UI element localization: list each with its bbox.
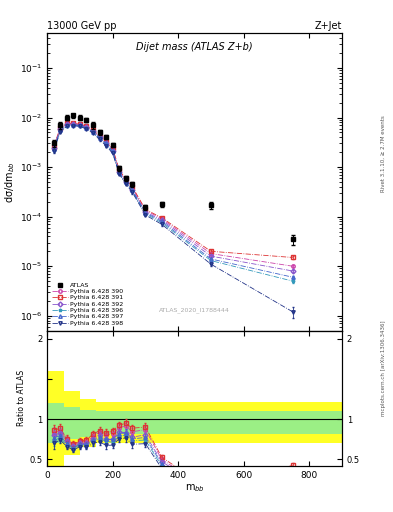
Text: Z+Jet: Z+Jet bbox=[314, 21, 342, 31]
Text: Rivet 3.1.10, ≥ 2.7M events: Rivet 3.1.10, ≥ 2.7M events bbox=[381, 115, 386, 192]
Text: Dijet mass (ATLAS Z+b): Dijet mass (ATLAS Z+b) bbox=[136, 42, 253, 52]
Text: ATLAS_2020_I1788444: ATLAS_2020_I1788444 bbox=[159, 307, 230, 313]
Text: 13000 GeV pp: 13000 GeV pp bbox=[47, 21, 117, 31]
Legend: ATLAS, Pythia 6.428 390, Pythia 6.428 391, Pythia 6.428 392, Pythia 6.428 396, P: ATLAS, Pythia 6.428 390, Pythia 6.428 39… bbox=[50, 281, 125, 328]
X-axis label: m$_{bb}$: m$_{bb}$ bbox=[185, 482, 204, 495]
Text: mcplots.cern.ch [arXiv:1306.3436]: mcplots.cern.ch [arXiv:1306.3436] bbox=[381, 321, 386, 416]
Y-axis label: Ratio to ATLAS: Ratio to ATLAS bbox=[17, 370, 26, 426]
Y-axis label: dσ/dm$_{bb}$: dσ/dm$_{bb}$ bbox=[3, 161, 17, 203]
